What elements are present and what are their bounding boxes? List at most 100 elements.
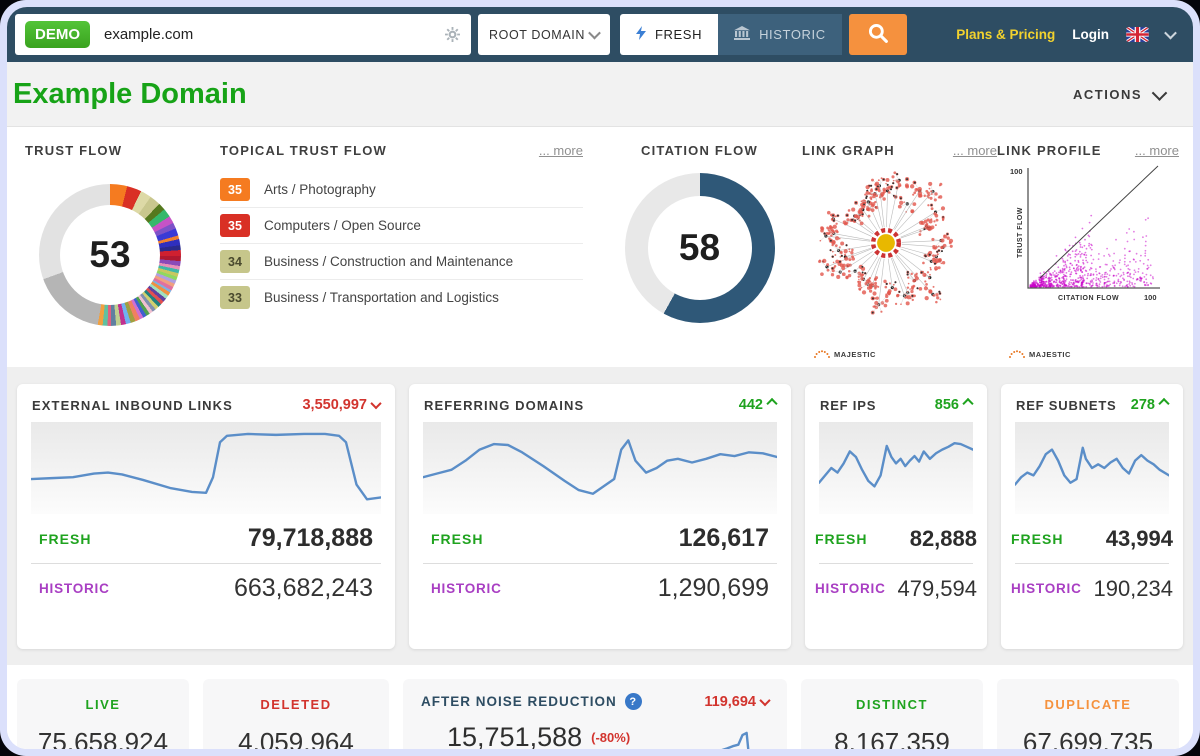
metric-title: REF SUBNETS: [1016, 397, 1117, 413]
gear-icon[interactable]: [444, 26, 461, 43]
link-graph-visualization[interactable]: [802, 158, 997, 333]
search-bar[interactable]: DEMO: [15, 14, 471, 55]
demo-badge: DEMO: [25, 21, 90, 48]
metric-title: REF IPS: [820, 397, 877, 413]
trust-flow-donut: 53: [39, 184, 181, 326]
root-domain-label: ROOT DOMAIN: [489, 27, 585, 42]
tab-fresh[interactable]: FRESH: [620, 14, 719, 55]
divider: [423, 563, 777, 564]
summary-value: 8,167,359: [834, 727, 950, 749]
summary-value: 67,699,735: [1022, 727, 1154, 749]
metric-delta-value: 119,694: [704, 693, 756, 710]
topical-row[interactable]: 34 Business / Construction and Maintenan…: [220, 244, 583, 280]
link-profile-scatterplot[interactable]: 100 100 TRUST FLOW CITATION FLOW: [997, 158, 1179, 315]
overview-panel: TRUST FLOW 53 TOPICAL TRUST FLOW ... mor…: [7, 127, 1193, 367]
svg-text:100: 100: [1010, 167, 1023, 176]
link-profile-more-link[interactable]: ... more: [1134, 143, 1179, 158]
historic-label: HISTORIC: [1011, 581, 1082, 596]
historic-value: 190,234: [1093, 575, 1173, 601]
root-domain-dropdown[interactable]: ROOT DOMAIN: [478, 14, 610, 55]
search-button[interactable]: [848, 14, 907, 55]
divider: [1015, 563, 1169, 564]
metric-card-ref-subnets: REF SUBNETS 278 FRESH 43,994 HISTORIC 190,…: [1001, 384, 1183, 649]
topic-label: Business / Transportation and Logistics: [264, 290, 499, 305]
svg-text:100: 100: [1144, 293, 1157, 302]
summary-value: 75,658,924: [37, 727, 169, 749]
historic-label: HISTORIC: [431, 581, 502, 596]
link-profile-section: LINK PROFILE ... more 100 100 TRUST FLOW CI…: [997, 143, 1179, 363]
topic-score-badge: 35: [220, 178, 250, 201]
topical-row[interactable]: 35 Computers / Open Source: [220, 208, 583, 244]
sparkline-chart: [31, 422, 381, 514]
metric-delta[interactable]: 119,694: [704, 693, 771, 710]
language-chevron-down-icon[interactable]: [1164, 26, 1177, 40]
summary-card-after-noise-reduction: AFTER NOISE REDUCTION ? 119,694 15,751,5…: [403, 679, 787, 749]
uk-flag-icon[interactable]: [1126, 27, 1149, 42]
login-link[interactable]: Login: [1072, 27, 1109, 42]
metric-card-ref-ips: REF IPS 856 FRESH 82,888 HISTORIC 479,594: [805, 384, 987, 649]
chevron-down-icon: [588, 26, 601, 40]
summary-label: DELETED: [260, 697, 332, 712]
topic-score-badge: 33: [220, 286, 250, 309]
metric-delta-value: 856: [934, 397, 959, 413]
fresh-value: 126,617: [678, 524, 769, 552]
citation-flow-section: CITATION FLOW 58: [597, 143, 802, 363]
bank-icon: [734, 26, 751, 43]
sparkline-chart: [423, 422, 777, 514]
svg-text:TRUST FLOW: TRUST FLOW: [1017, 207, 1024, 258]
divider: [819, 563, 973, 564]
trust-flow-section: TRUST FLOW 53: [25, 143, 220, 363]
summary-card-duplicate: DUPLICATE 67,699,735 External Inbound Li…: [997, 679, 1179, 749]
topic-score-badge: 34: [220, 250, 250, 273]
topical-row[interactable]: 33 Business / Transportation and Logisti…: [220, 280, 583, 315]
divider: [31, 563, 381, 564]
majestic-wordmark: MAJESTIC: [834, 350, 876, 359]
topical-trust-flow-section: TOPICAL TRUST FLOW ... more 35 Arts / Ph…: [220, 143, 583, 363]
topical-row[interactable]: 35 Arts / Photography: [220, 172, 583, 208]
chevron-down-icon: [1151, 84, 1168, 101]
topic-label: Business / Construction and Maintenance: [264, 254, 514, 269]
actions-menu[interactable]: ACTIONS: [1073, 84, 1168, 102]
chevron-up-icon: [1158, 397, 1170, 410]
metric-delta[interactable]: 856: [934, 397, 974, 413]
summary-card-live: LIVE 75,658,924 External Inbound Links: [17, 679, 189, 749]
topic-label: Computers / Open Source: [264, 218, 421, 233]
help-icon[interactable]: ?: [624, 693, 642, 710]
search-input[interactable]: [102, 25, 432, 44]
tab-historic[interactable]: HISTORIC: [718, 14, 842, 55]
topbar: DEMO ROOT DOMAIN FRESH HISTORIC: [7, 7, 1193, 62]
summary-label: LIVE: [85, 697, 121, 712]
historic-label: HISTORIC: [39, 581, 110, 596]
metric-delta[interactable]: 3,550,997: [302, 397, 382, 413]
majestic-logo: MAJESTIC: [812, 349, 876, 359]
link-graph-more-link[interactable]: ... more: [952, 143, 997, 158]
metric-delta-value: 3,550,997: [302, 397, 367, 413]
chevron-down-icon: [370, 397, 382, 410]
metric-delta-value: 442: [738, 397, 763, 413]
historic-value: 663,682,243: [233, 574, 373, 602]
link-graph-heading: LINK GRAPH: [802, 143, 895, 158]
summary-label: DISTINCT: [856, 697, 928, 712]
majestic-logo: MAJESTIC: [1007, 349, 1071, 359]
anr-percent-change: (-80%): [591, 730, 631, 745]
majestic-arc-icon: [814, 350, 830, 358]
fresh-value: 79,718,888: [247, 524, 373, 552]
citation-flow-score: 58: [678, 227, 721, 269]
citation-flow-heading: CITATION FLOW: [641, 143, 758, 158]
link-profile-heading: LINK PROFILE: [997, 143, 1102, 158]
historic-label: HISTORIC: [815, 581, 886, 596]
topbar-right: Plans & Pricing Login: [956, 26, 1183, 42]
tab-fresh-label: FRESH: [655, 27, 703, 42]
metric-delta[interactable]: 442: [738, 397, 778, 413]
chevron-up-icon: [962, 397, 974, 410]
historic-value: 479,594: [897, 575, 977, 601]
summary-card-distinct: DISTINCT 8,167,359 External Inbound Link…: [801, 679, 983, 749]
topical-more-link[interactable]: ... more: [538, 143, 583, 158]
metric-delta[interactable]: 278: [1131, 397, 1170, 413]
title-band: Example Domain ACTIONS: [7, 62, 1193, 127]
sparkline-chart: [630, 724, 769, 749]
sparkline-chart: [1015, 422, 1169, 514]
fresh-label: FRESH: [815, 530, 868, 547]
plans-pricing-link[interactable]: Plans & Pricing: [956, 27, 1056, 42]
